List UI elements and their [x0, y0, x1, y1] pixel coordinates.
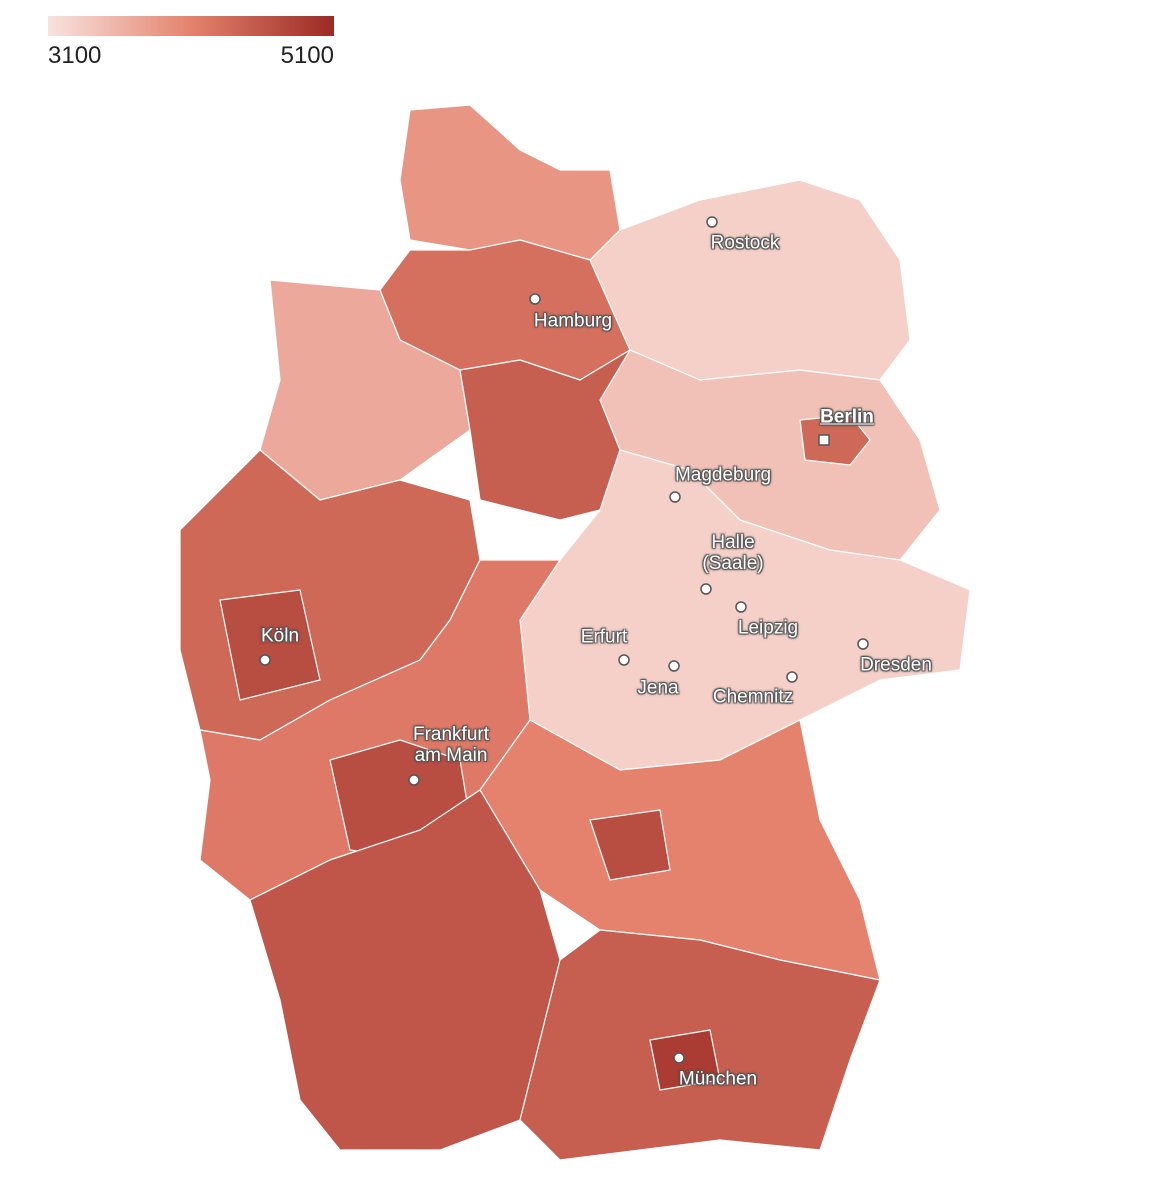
city-marker [669, 491, 681, 503]
legend-max: 5100 [280, 42, 334, 69]
city-label: Rostock [710, 232, 780, 254]
city-marker [706, 216, 718, 228]
city-marker [700, 583, 712, 595]
region [589, 809, 671, 881]
city-marker [786, 671, 798, 683]
city-label: Halle (Saale) [702, 532, 764, 574]
region [589, 179, 911, 381]
region [199, 559, 561, 901]
legend-gradient [48, 16, 334, 36]
city-marker [408, 774, 420, 786]
city-marker [673, 1052, 685, 1064]
city-label: Leipzig [737, 617, 799, 639]
city-label: Hamburg [533, 310, 613, 332]
city-label: Berlin [820, 406, 874, 428]
city-marker [668, 660, 680, 672]
city-label: München [678, 1068, 758, 1090]
city-marker [818, 434, 830, 446]
city-marker [529, 293, 541, 305]
region [799, 414, 871, 466]
region [649, 1029, 721, 1091]
legend-min: 3100 [48, 42, 102, 69]
city-label: Frankfurt am Main [412, 724, 490, 766]
region [459, 349, 631, 521]
city-marker [259, 654, 271, 666]
city-label: Erfurt [580, 626, 628, 648]
region [399, 104, 621, 261]
city-label: Chemnitz [712, 686, 794, 708]
city-label: Jena [637, 677, 679, 699]
city-label: Köln [260, 625, 300, 647]
city-label: Dresden [860, 654, 932, 676]
city-marker [618, 654, 630, 666]
city-marker [735, 601, 747, 613]
city-marker [857, 638, 869, 650]
region [259, 279, 471, 501]
city-label: Magdeburg [674, 464, 772, 486]
region [219, 589, 321, 701]
